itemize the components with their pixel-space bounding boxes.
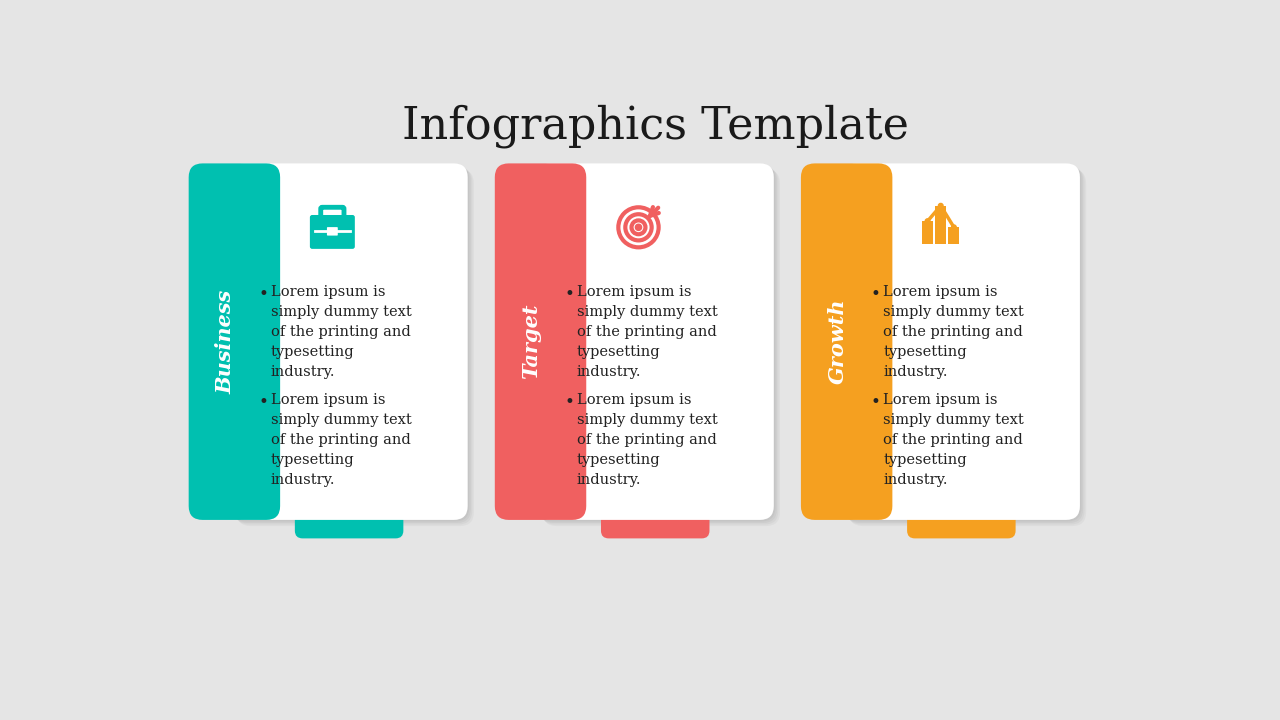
FancyBboxPatch shape [237,169,474,526]
Text: Lorem ipsum is
simply dummy text
of the printing and
typesetting
industry.: Lorem ipsum is simply dummy text of the … [883,285,1024,379]
FancyBboxPatch shape [543,169,780,526]
FancyBboxPatch shape [495,163,586,520]
FancyBboxPatch shape [294,492,403,539]
FancyBboxPatch shape [326,227,338,235]
Circle shape [635,224,641,230]
FancyBboxPatch shape [845,165,1082,521]
FancyBboxPatch shape [230,163,467,520]
FancyBboxPatch shape [801,163,892,520]
Text: Growth: Growth [827,299,847,384]
FancyBboxPatch shape [243,177,266,506]
Circle shape [925,219,929,223]
Text: Infographics Template: Infographics Template [402,104,910,148]
FancyBboxPatch shape [922,221,933,244]
FancyBboxPatch shape [855,177,878,506]
Text: •: • [870,393,881,411]
Text: •: • [564,285,575,303]
Text: Lorem ipsum is
simply dummy text
of the printing and
typesetting
industry.: Lorem ipsum is simply dummy text of the … [883,393,1024,487]
FancyBboxPatch shape [538,165,776,521]
Text: Business: Business [215,289,236,394]
Text: •: • [564,393,575,411]
FancyBboxPatch shape [948,228,959,244]
Text: •: • [259,393,269,411]
FancyBboxPatch shape [234,166,471,523]
FancyBboxPatch shape [908,492,1015,539]
FancyBboxPatch shape [847,168,1084,525]
Text: Lorem ipsum is
simply dummy text
of the printing and
typesetting
industry.: Lorem ipsum is simply dummy text of the … [577,285,718,379]
FancyBboxPatch shape [541,168,778,525]
Text: •: • [870,285,881,303]
FancyBboxPatch shape [842,163,1080,520]
FancyBboxPatch shape [236,168,472,525]
FancyBboxPatch shape [310,215,355,249]
Circle shape [938,204,943,208]
Text: Lorem ipsum is
simply dummy text
of the printing and
typesetting
industry.: Lorem ipsum is simply dummy text of the … [577,393,718,487]
Text: Target: Target [521,304,541,379]
FancyBboxPatch shape [188,163,280,520]
Circle shape [951,225,956,230]
FancyBboxPatch shape [549,177,572,506]
FancyBboxPatch shape [849,169,1087,526]
FancyBboxPatch shape [846,166,1083,523]
FancyBboxPatch shape [602,492,709,539]
Text: •: • [259,285,269,303]
Text: Lorem ipsum is
simply dummy text
of the printing and
typesetting
industry.: Lorem ipsum is simply dummy text of the … [271,285,412,379]
FancyBboxPatch shape [540,166,777,523]
FancyBboxPatch shape [232,165,470,521]
Text: Lorem ipsum is
simply dummy text
of the printing and
typesetting
industry.: Lorem ipsum is simply dummy text of the … [271,393,412,487]
FancyBboxPatch shape [536,163,774,520]
FancyBboxPatch shape [936,206,946,244]
